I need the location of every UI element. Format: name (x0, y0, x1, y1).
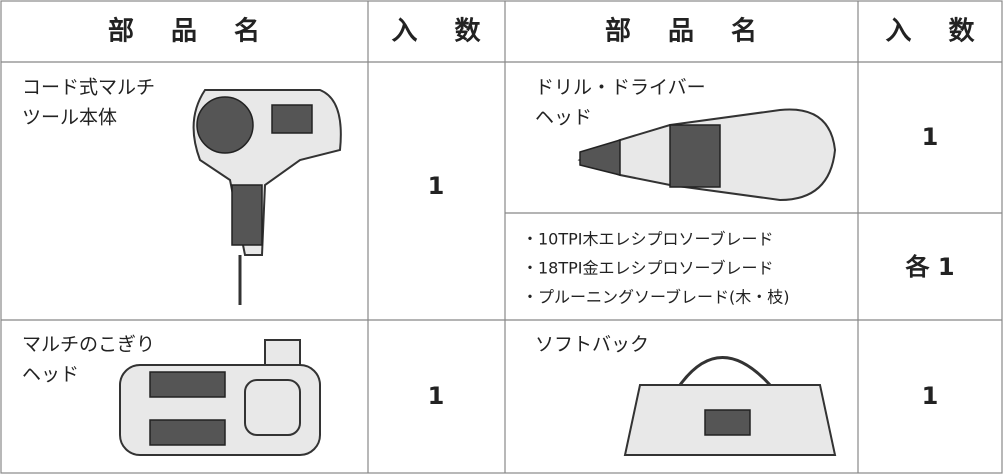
part-name: ツール本体 (22, 107, 117, 129)
quantity: 各 1 (904, 253, 954, 281)
part-name: ・18TPI金エレシプロソーブレード (522, 259, 774, 278)
table-text: 部 品 名入 数部 品 名入 数コード式マルチツール本体1マルチのこぎりヘッド1… (22, 16, 976, 411)
part-name: ヘッド (22, 364, 79, 386)
drill-head-illustration (577, 108, 837, 202)
quantity: 1 (428, 172, 445, 200)
quantity: 1 (922, 382, 939, 410)
part-name: ・プルーニングソーブレード(木・枝) (522, 288, 790, 307)
part-name: ドリル・ドライバー (535, 77, 706, 99)
part-name: マルチのこぎり (22, 334, 155, 356)
quantity: 1 (428, 382, 445, 410)
multi-tool-illustration (192, 89, 342, 305)
header-cell: 部 品 名 (108, 16, 260, 47)
part-name: ソフトバック (535, 334, 649, 356)
illustrations (119, 89, 837, 456)
header-cell: 入 数 (885, 17, 975, 47)
part-name: ・10TPI木エレシプロソーブレード (522, 230, 774, 249)
soft-bag-illustration (623, 356, 837, 456)
quantity: 1 (922, 123, 939, 151)
header-cell: 部 品 名 (605, 16, 757, 47)
part-name: コード式マルチ (22, 77, 155, 99)
saw-head-illustration (119, 339, 321, 456)
header-cell: 入 数 (391, 17, 481, 47)
part-name: ヘッド (535, 107, 592, 129)
